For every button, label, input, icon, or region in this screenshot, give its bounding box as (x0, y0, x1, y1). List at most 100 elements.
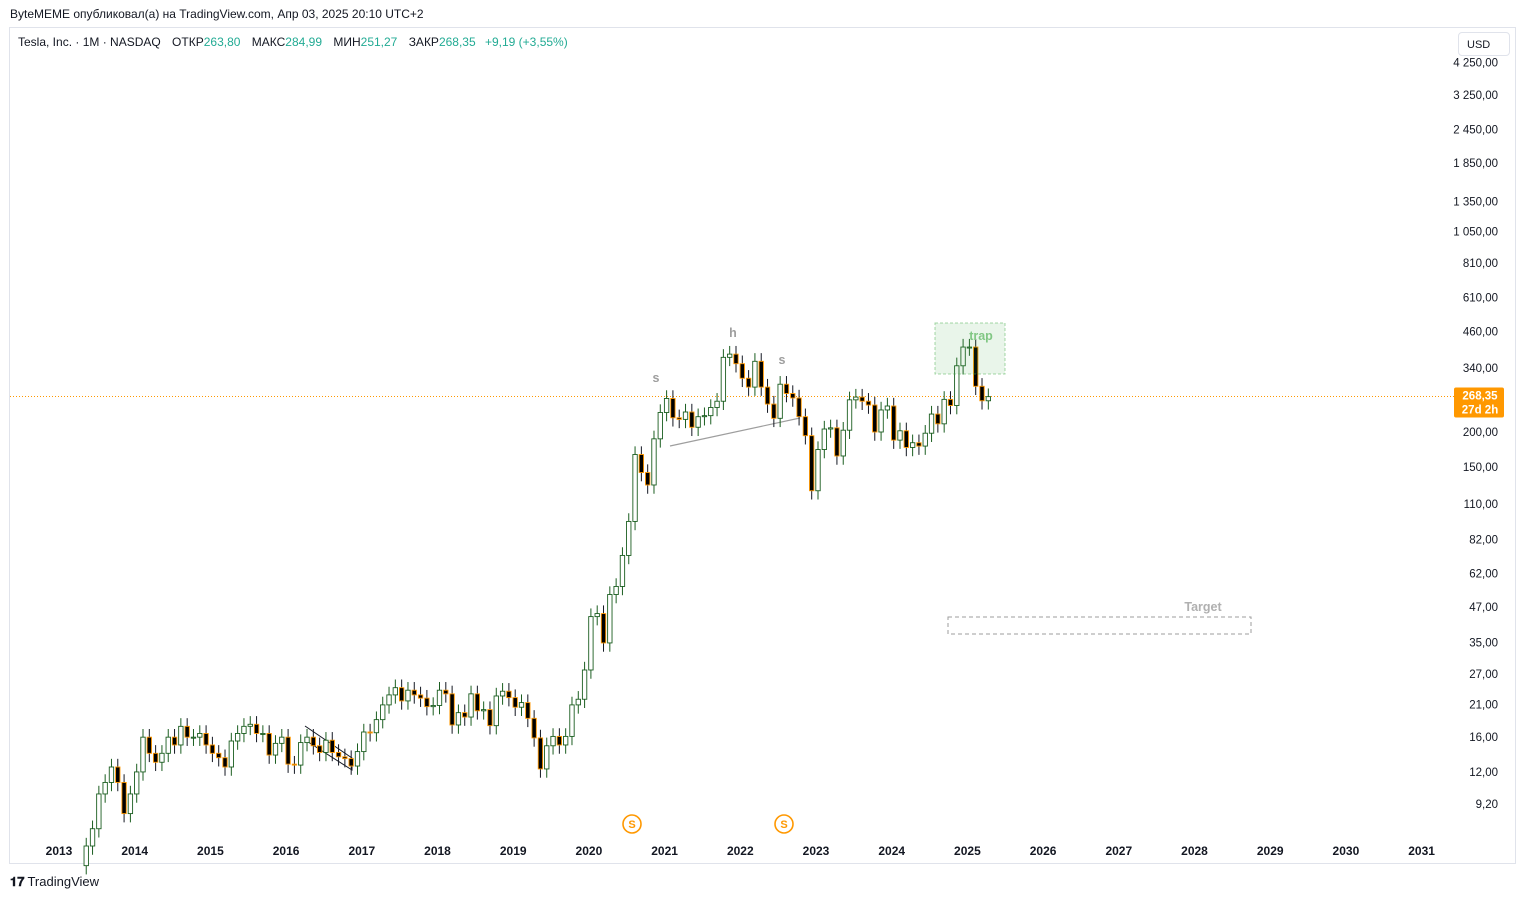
candle-down (796, 397, 802, 418)
candle-down (462, 712, 468, 718)
price-tick-label: 47,00 (1469, 602, 1498, 614)
candle-up (588, 616, 594, 671)
tradingview-logo-icon: 𝟏𝟕 (10, 874, 25, 889)
split-event-icon[interactable]: S (774, 814, 794, 834)
candle-down (809, 435, 815, 492)
candle-down (802, 416, 809, 437)
candle-up (815, 449, 821, 492)
candle-down (443, 689, 449, 695)
price-tick-label: 82,00 (1469, 535, 1498, 547)
candle-up (430, 705, 436, 708)
candle-down (903, 430, 909, 448)
candle-down (411, 689, 417, 696)
candle-up (720, 356, 727, 402)
year-tick-label: 2014 (121, 844, 148, 858)
candle-down (745, 377, 752, 388)
candle-down (525, 702, 531, 719)
candle-up (241, 725, 247, 734)
open-label: ОТКР (172, 35, 204, 49)
candle-up (544, 745, 550, 770)
annotation-left-shoulder: s (653, 371, 660, 385)
split-event-label: S (628, 819, 635, 831)
candle-up (827, 427, 834, 430)
brand-name: TradingView (27, 874, 100, 889)
candle-up (89, 828, 96, 847)
candle-down (171, 736, 178, 746)
price-tick-label: 150,00 (1463, 462, 1498, 474)
candle-up (878, 409, 884, 433)
price-tick-label: 12,00 (1469, 767, 1498, 779)
candle-up (777, 383, 783, 419)
time-axis[interactable]: 2013 2014 2015 2016 2017 2018 2019 2020 2021 2022… (46, 844, 1436, 858)
candle-up (663, 398, 670, 413)
candle-up (821, 428, 827, 450)
candle-up (714, 400, 720, 408)
low-label: МИН (333, 35, 361, 49)
currency-button[interactable]: USD (1458, 32, 1510, 56)
price-axis[interactable]: 4 250,00 3 250,00 2 450,00 1 850,00 1 350,00… (1453, 58, 1498, 811)
candle-down (947, 398, 954, 406)
candle-up (594, 613, 600, 618)
split-event-label: S (780, 819, 787, 831)
candle-down (935, 413, 941, 425)
split-event-icon[interactable]: S (622, 814, 642, 834)
candle-down (203, 733, 209, 746)
candle-up (985, 396, 991, 402)
candle-down (600, 613, 607, 644)
candle-up (272, 742, 279, 756)
last-price-tag: 268,35 27d 2h (1454, 387, 1504, 418)
candle-down (253, 723, 260, 734)
candle-down (758, 360, 764, 388)
open-value: 263,80 (203, 35, 241, 49)
candle-up (569, 704, 575, 737)
year-tick-label: 2024 (878, 844, 905, 858)
candle-down (771, 403, 777, 419)
candle-up (563, 735, 569, 746)
candle-up (575, 698, 581, 706)
year-tick-label: 2027 (1105, 844, 1132, 858)
candle-down (689, 411, 695, 428)
candle-up (632, 454, 638, 522)
candle-up (234, 733, 241, 742)
candle-down (367, 731, 373, 734)
candle-down (916, 442, 922, 447)
candle-up (178, 725, 184, 746)
price-tick-label: 110,00 (1464, 499, 1498, 511)
candle-up (373, 719, 380, 734)
candle-up (607, 594, 613, 644)
high-label: МАКС (251, 35, 286, 49)
candle-up (960, 346, 966, 367)
annotation-right-shoulder: s (779, 353, 786, 367)
candle-up (323, 739, 329, 753)
candle-up (954, 365, 960, 406)
price-tick-label: 62,00 (1469, 569, 1498, 581)
change-value: +9,19 (+3,55%) (484, 35, 568, 49)
candlestick-series (83, 338, 991, 875)
symbol-name[interactable]: Tesla, Inc. · 1M · NASDAQ (18, 35, 161, 49)
candle-up (897, 430, 903, 441)
candle-down (348, 758, 354, 767)
candle-up (682, 411, 689, 420)
year-tick-label: 2018 (424, 844, 451, 858)
candle-down (335, 751, 342, 758)
candle-down (764, 386, 771, 405)
candle-up (228, 740, 234, 768)
year-tick-label: 2021 (651, 844, 678, 858)
tradingview-logo[interactable]: 𝟏𝟕 TradingView (10, 874, 99, 890)
candle-up (159, 752, 165, 763)
candle-down (865, 400, 872, 406)
split-event-circle (774, 814, 794, 834)
split-event-circle (622, 814, 642, 834)
candle-up (613, 586, 619, 595)
candle-down (474, 693, 480, 712)
candle-up (83, 845, 89, 867)
price-tick-label: 3 250,00 (1453, 90, 1498, 102)
candle-down (739, 363, 745, 379)
candle-down (638, 454, 645, 473)
year-tick-label: 2015 (197, 844, 224, 858)
candle-up (165, 736, 171, 754)
candle-up (247, 723, 253, 727)
candle-up (298, 742, 304, 766)
